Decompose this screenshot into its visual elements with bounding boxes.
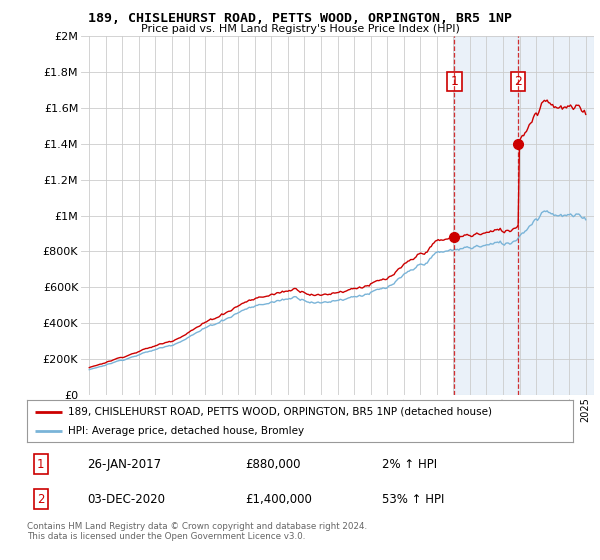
Text: 2: 2	[514, 74, 522, 88]
Text: 2% ↑ HPI: 2% ↑ HPI	[382, 458, 437, 470]
Text: 2: 2	[37, 493, 44, 506]
Text: 1: 1	[37, 458, 44, 470]
Text: 03-DEC-2020: 03-DEC-2020	[87, 493, 165, 506]
Text: 53% ↑ HPI: 53% ↑ HPI	[382, 493, 444, 506]
Text: £880,000: £880,000	[245, 458, 301, 470]
Text: 189, CHISLEHURST ROAD, PETTS WOOD, ORPINGTON, BR5 1NP (detached house): 189, CHISLEHURST ROAD, PETTS WOOD, ORPIN…	[68, 407, 492, 417]
Text: £1,400,000: £1,400,000	[245, 493, 312, 506]
Text: Price paid vs. HM Land Registry's House Price Index (HPI): Price paid vs. HM Land Registry's House …	[140, 24, 460, 34]
Text: 26-JAN-2017: 26-JAN-2017	[87, 458, 161, 470]
Text: 1: 1	[451, 74, 458, 88]
Text: HPI: Average price, detached house, Bromley: HPI: Average price, detached house, Brom…	[68, 426, 304, 436]
Text: Contains HM Land Registry data © Crown copyright and database right 2024.
This d: Contains HM Land Registry data © Crown c…	[27, 522, 367, 542]
Text: 189, CHISLEHURST ROAD, PETTS WOOD, ORPINGTON, BR5 1NP: 189, CHISLEHURST ROAD, PETTS WOOD, ORPIN…	[88, 12, 512, 25]
Bar	[454, 36, 518, 395]
Bar	[518, 36, 594, 395]
